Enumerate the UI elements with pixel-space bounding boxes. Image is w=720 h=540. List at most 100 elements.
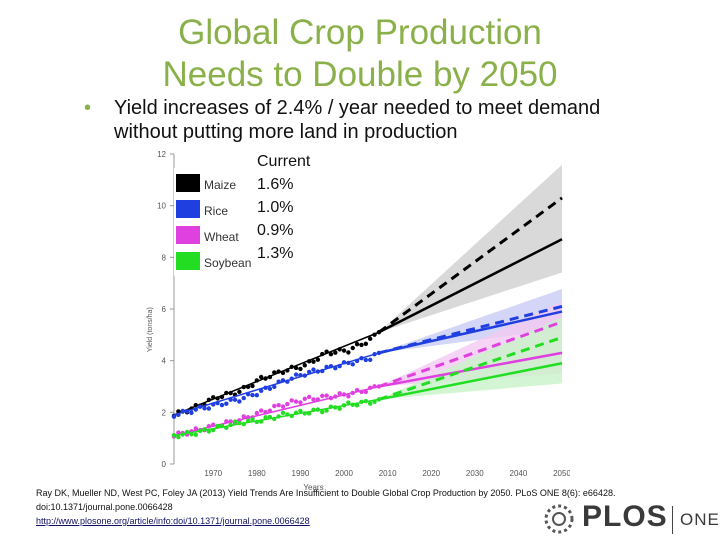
- legend-swatch-soybean: [176, 252, 200, 270]
- legend-label-maize: Maize: [204, 178, 236, 192]
- x-tick-label: 2020: [422, 469, 440, 478]
- point-wheat: [324, 393, 329, 398]
- point-maize: [328, 351, 334, 357]
- y-tick-label: 12: [157, 150, 166, 159]
- y-tick-label: 8: [162, 253, 167, 262]
- required-projection-wheat: [378, 320, 563, 388]
- x-tick-label: 1980: [248, 469, 266, 478]
- point-wheat: [298, 400, 303, 405]
- point-rice: [272, 384, 277, 390]
- y-tick-label: 10: [157, 202, 166, 211]
- plos-emblem-icon: [544, 504, 574, 534]
- point-maize: [237, 389, 242, 395]
- band-maize: [378, 164, 562, 333]
- point-wheat: [272, 403, 277, 409]
- point-soybean: [367, 401, 373, 406]
- point-maize: [333, 350, 338, 355]
- point-wheat: [285, 401, 290, 407]
- point-maize: [311, 359, 316, 364]
- rate-wheat: 0.9%: [257, 222, 294, 239]
- point-soybean: [346, 400, 351, 405]
- plos-one-logo: PLOS ONE: [540, 498, 720, 538]
- point-wheat: [289, 398, 294, 403]
- point-wheat: [346, 394, 351, 399]
- trend-projection-maize: [378, 238, 563, 334]
- title-line-1: Global Crop Production: [178, 13, 542, 52]
- x-tick-label: 2030: [466, 469, 484, 478]
- x-tick-label: 1970: [204, 469, 222, 478]
- point-soybean: [320, 409, 325, 415]
- legend-label-wheat: Wheat: [204, 230, 239, 244]
- point-rice: [293, 372, 299, 377]
- point-maize: [258, 374, 264, 380]
- trend-historical-rice: [173, 352, 380, 416]
- trend-projection-soybean: [378, 362, 563, 401]
- point-wheat: [363, 389, 369, 395]
- bullet-point: • Yield increases of 2.4% / year needed …: [84, 96, 714, 144]
- point-soybean: [298, 408, 303, 414]
- point-soybean: [193, 432, 198, 438]
- point-soybean: [337, 406, 342, 411]
- point-rice: [202, 406, 207, 411]
- x-tick-label: 2010: [379, 469, 397, 478]
- legend-swatch-rice: [176, 200, 200, 218]
- legend-label-rice: Rice: [204, 204, 228, 218]
- y-tick-label: 4: [162, 357, 167, 366]
- required-projection-maize: [378, 196, 563, 334]
- bullet-line-1: Yield increases of 2.4% / year needed to…: [114, 97, 601, 119]
- point-maize: [346, 350, 351, 355]
- citation-link[interactable]: http://www.plosone.org/article/info:doi/…: [36, 516, 310, 526]
- point-wheat: [258, 408, 264, 413]
- x-tick-label: 2000: [335, 469, 353, 478]
- x-axis-label: Years: [303, 483, 323, 492]
- point-maize: [363, 341, 369, 347]
- trend-historical-maize: [173, 331, 380, 416]
- point-maize: [298, 366, 303, 372]
- point-rice: [189, 410, 194, 416]
- legend-label-soybean: Soybean: [204, 256, 251, 270]
- point-rice: [237, 399, 242, 404]
- logo-divider: [672, 506, 673, 534]
- plos-logo-word: PLOS: [582, 500, 668, 533]
- point-rice: [250, 392, 255, 398]
- point-rice: [171, 414, 177, 419]
- point-maize: [250, 383, 255, 389]
- yield-trend-chart: 0 2 4 6 8 10 12 1970 1980 1990 2000 2010 2020 2030 204…: [147, 150, 570, 492]
- required-projection-soybean: [378, 335, 563, 401]
- x-tick-label: 2050: [553, 469, 570, 478]
- point-rice: [363, 357, 369, 363]
- point-wheat: [280, 404, 286, 409]
- point-wheat: [306, 394, 312, 400]
- point-soybean: [280, 410, 286, 416]
- point-rice: [224, 401, 229, 406]
- point-rice: [219, 402, 225, 408]
- legend-swatch-maize: [176, 174, 200, 192]
- trend-historical-wheat: [173, 385, 380, 437]
- required-projection-rice: [378, 304, 563, 355]
- y-tick-label: 6: [162, 305, 167, 314]
- point-wheat: [276, 402, 281, 408]
- point-soybean: [176, 434, 181, 440]
- current-rates: Current 1.6% 1.0% 0.9% 1.3%: [257, 150, 310, 265]
- point-rice: [206, 406, 212, 411]
- point-soybean: [354, 403, 360, 408]
- y-axis-label: Yield (tons/ha): [147, 307, 154, 352]
- point-soybean: [250, 417, 255, 422]
- point-wheat: [302, 396, 307, 402]
- current-rates-header: Current: [257, 153, 311, 170]
- point-maize: [350, 345, 355, 351]
- point-rice: [311, 367, 316, 372]
- y-tick-label: 0: [162, 460, 167, 469]
- bullet-line-2: without putting more land in production: [114, 121, 458, 143]
- point-maize: [302, 363, 307, 368]
- x-tick-label: 2040: [510, 469, 528, 478]
- citation-line-2: doi:10.1371/journal.pone.0066428: [36, 502, 173, 512]
- point-soybean: [232, 419, 238, 424]
- point-wheat: [293, 399, 299, 404]
- point-rice: [241, 395, 246, 401]
- point-wheat: [311, 397, 316, 402]
- point-maize: [341, 348, 347, 353]
- point-rice: [232, 397, 238, 402]
- point-maize: [354, 342, 360, 347]
- trend-historical-soybean: [173, 398, 380, 437]
